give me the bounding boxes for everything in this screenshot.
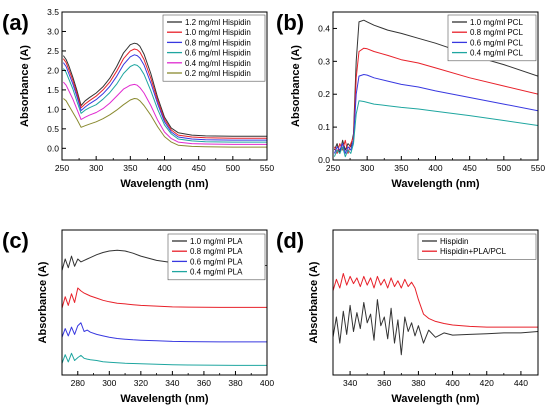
series-line — [333, 74, 538, 154]
x-tick-label: 300 — [360, 163, 374, 173]
y-tick-label: 0.0 — [318, 155, 330, 165]
x-tick-label: 550 — [531, 163, 545, 173]
legend-entry: Hispidin — [440, 237, 468, 246]
panel-a: (a) 250 300 350 400 450 500 550 0.0 0.5 1.0 1.5 2.0 2… — [2, 7, 274, 190]
series-group — [333, 19, 538, 158]
legend-entry: 0.4 mg/ml PCL — [470, 49, 523, 58]
legend-entry: 0.2 mg/ml Hispidin — [185, 69, 251, 78]
x-tick-label: 300 — [102, 378, 116, 388]
y-tick-label: 2.0 — [47, 65, 59, 75]
legend-box — [417, 233, 537, 260]
y-tick-label: 0.3 — [318, 56, 330, 66]
y-axis-label: Absorbance (A) — [19, 45, 31, 127]
panel-b: (b) 250 300 350 400 450 500 550 0.0 0.1 0.2 0.3 0.4 W… — [276, 10, 545, 190]
x-tick-label: 250 — [326, 163, 340, 173]
y-tick-label: 3.0 — [47, 26, 59, 36]
series-group — [62, 42, 267, 148]
y-axis-label: Absorbance (A) — [308, 261, 320, 343]
series-line — [333, 47, 538, 154]
legend-entry: 0.8 mg/ml Hispidin — [185, 38, 251, 47]
y-tick-label: 3.5 — [47, 7, 59, 17]
series-line — [62, 42, 267, 137]
series-line — [62, 48, 267, 139]
legend-entry: 0.6 mg/ml Hispidin — [185, 49, 251, 58]
y-tick-label: 2.5 — [47, 46, 59, 56]
panel-c: (c) 280 300 320 340 360 380 400 Wavelength (nm) A… — [2, 228, 274, 405]
x-tick-label: 340 — [165, 378, 179, 388]
legend-box — [162, 14, 266, 82]
legend-entry: 1.2 mg/ml Hispidin — [185, 18, 251, 27]
legend-entry: 1.0 mg/ml PCL — [470, 18, 523, 27]
x-tick-label: 420 — [480, 378, 494, 388]
x-tick-label: 380 — [411, 378, 425, 388]
series-line — [333, 100, 538, 158]
legend-entry: 0.4 mg/ml PLA — [190, 268, 243, 277]
x-tick-label: 380 — [228, 378, 242, 388]
series-line — [333, 273, 538, 328]
x-tick-label: 350 — [394, 163, 408, 173]
x-axis-label: Wavelength (nm) — [391, 178, 480, 190]
series-group — [333, 273, 538, 356]
plot-frame — [61, 229, 268, 376]
x-axis-label: Wavelength (nm) — [120, 178, 209, 190]
x-tick-label: 440 — [514, 378, 528, 388]
x-axis-label: Wavelength (nm) — [120, 393, 209, 405]
x-tick-label: 450 — [192, 163, 206, 173]
y-axis-label: Absorbance (A) — [37, 261, 49, 343]
y-tick-label: 0.2 — [318, 89, 330, 99]
series-line — [63, 81, 267, 145]
y-tick-label: 1.5 — [47, 85, 59, 95]
y-tick-label: 0.5 — [47, 124, 59, 134]
x-axis-label: Wavelength (nm) — [391, 393, 480, 405]
x-tick-label: 300 — [89, 163, 103, 173]
legend-entry: 0.4 mg/ml Hispidin — [185, 59, 251, 68]
panel-d: (d) 340 360 380 400 420 440 Wavelength (nm) Abso… — [276, 228, 539, 405]
series-line — [333, 299, 538, 356]
series-line — [63, 98, 267, 148]
panel-letter: (b) — [276, 10, 304, 35]
x-tick-label: 450 — [463, 163, 477, 173]
x-tick-label: 400 — [445, 378, 459, 388]
legend-entry: 0.6 mg/ml PCL — [470, 38, 523, 47]
x-tick-label: 340 — [343, 378, 357, 388]
series-line — [62, 287, 267, 309]
x-tick-label: 360 — [197, 378, 211, 388]
panel-letter: (d) — [276, 228, 304, 253]
series-line — [62, 54, 267, 141]
y-axis-label: Absorbance (A) — [290, 45, 302, 127]
y-tick-label: 0.0 — [47, 143, 59, 153]
series-line — [62, 64, 267, 143]
legend-entry: 1.0 mg/ml Hispidin — [185, 28, 251, 37]
x-tick-label: 500 — [226, 163, 240, 173]
x-tick-label: 250 — [55, 163, 69, 173]
legend-entry: 0.6 mg/ml PLA — [190, 257, 243, 266]
x-tick-label: 500 — [497, 163, 511, 173]
series-line — [333, 19, 538, 154]
legend-entry: 0.8 mg/ml PCL — [470, 28, 523, 37]
y-tick-label: 0.4 — [318, 23, 330, 33]
legend-entry: 0.8 mg/ml PLA — [190, 247, 243, 256]
legend-entry: Hispidin+PLA/PCL — [440, 247, 507, 256]
x-tick-label: 320 — [134, 378, 148, 388]
x-tick-label: 400 — [428, 163, 442, 173]
series-line — [62, 322, 267, 343]
series-line — [62, 352, 267, 366]
y-tick-label: 1.0 — [47, 104, 59, 114]
legend-entry: 1.0 mg/ml PLA — [190, 237, 243, 246]
x-tick-label: 350 — [123, 163, 137, 173]
x-tick-label: 400 — [260, 378, 274, 388]
x-tick-label: 280 — [71, 378, 85, 388]
panel-letter: (c) — [2, 228, 29, 253]
x-tick-label: 400 — [157, 163, 171, 173]
y-tick-label: 0.1 — [318, 122, 330, 132]
x-tick-label: 360 — [377, 378, 391, 388]
panel-letter: (a) — [2, 10, 29, 35]
x-tick-label: 550 — [260, 163, 274, 173]
